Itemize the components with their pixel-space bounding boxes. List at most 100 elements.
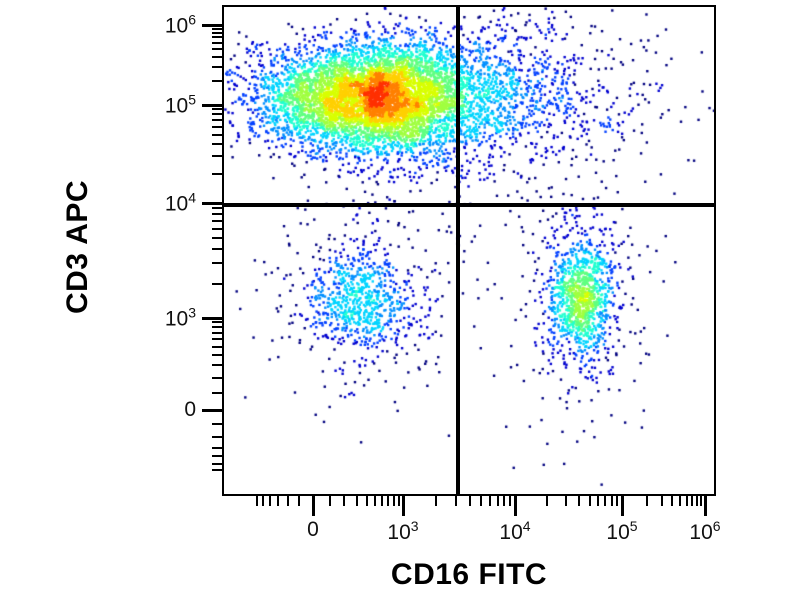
y-axis-minor-tick [212, 248, 222, 251]
y-axis-minor-tick [212, 391, 222, 394]
x-axis-minor-tick [503, 496, 506, 506]
x-axis-minor-tick [469, 496, 472, 506]
y-axis-minor-tick [212, 436, 222, 439]
y-axis-minor-tick [212, 207, 222, 210]
x-axis-tick-labels: 0 103 104 105 106 [222, 518, 720, 548]
x-axis-minor-tick [695, 496, 698, 506]
y-axis-minor-tick [212, 113, 222, 116]
y-axis-minor-tick [212, 409, 222, 411]
x-axis-minor-tick [480, 496, 483, 506]
x-axis-minor-tick [604, 496, 607, 506]
x-axis-minor-tick [588, 496, 591, 506]
x-axis-minor-tick [565, 496, 568, 506]
y-axis-minor-tick [212, 119, 222, 122]
x-axis-minor-tick [256, 496, 258, 506]
y-axis-minor-tick [212, 143, 222, 145]
x-axis-minor-tick [328, 496, 331, 506]
y-axis-minor-tick [212, 376, 222, 379]
y-axis-major-tick [202, 104, 222, 107]
y-axis-minor-tick [212, 155, 222, 158]
y-axis-minor-tick [212, 31, 222, 34]
x-axis-minor-tick [365, 496, 368, 506]
y-axis-minor-tick [212, 41, 222, 44]
y-axis-minor-tick [212, 282, 222, 285]
x-axis-minor-tick [578, 496, 581, 506]
y-axis-minor-tick [212, 462, 222, 465]
y-axis-minor-tick [212, 345, 222, 348]
x-axis-minor-tick [355, 496, 358, 506]
y-axis-title: CD3 APC [61, 179, 94, 315]
x-axis-minor-tick [597, 496, 600, 506]
y-axis-minor-tick [212, 79, 222, 82]
x-axis-minor-tick [546, 496, 549, 506]
x-axis-minor-tick [691, 496, 694, 506]
y-axis-minor-tick [212, 455, 222, 458]
x-axis-tick-label: 106 [689, 518, 721, 544]
y-axis-minor-tick [212, 213, 222, 216]
x-axis-minor-tick [261, 496, 264, 506]
y-axis-minor-tick [212, 446, 222, 449]
y-axis-minor-tick [212, 338, 222, 341]
x-axis-minor-tick [700, 496, 703, 506]
x-axis-minor-tick [679, 496, 681, 506]
x-axis-minor-tick [312, 496, 314, 506]
x-axis-minor-tick [496, 496, 499, 506]
x-axis-minor-tick [616, 496, 619, 506]
quadrant-gate-vertical-line[interactable] [456, 7, 461, 494]
x-axis-tick-label: 105 [606, 518, 638, 544]
y-axis-minor-tick [212, 55, 222, 58]
x-axis-major-tick [704, 496, 707, 516]
x-axis-tick-label: 104 [499, 518, 531, 544]
y-axis-tick-label: 0 [184, 398, 196, 421]
quadrant-gate-horizontal-line[interactable] [224, 203, 714, 207]
x-axis-minor-tick [343, 496, 346, 506]
y-axis-minor-tick [212, 125, 222, 128]
x-axis-title: CD16 FITC [390, 558, 548, 591]
x-axis-tick-label: 0 [307, 518, 319, 541]
y-axis-minor-tick [212, 219, 222, 222]
x-axis-minor-tick [374, 496, 377, 506]
y-axis-minor-tick [212, 36, 222, 39]
x-axis-minor-tick [286, 496, 289, 506]
y-axis-minor-tick [212, 364, 222, 367]
x-axis-minor-tick [645, 496, 648, 506]
y-axis-tick-label: 103 [164, 304, 196, 331]
plot-area[interactable] [222, 5, 716, 496]
y-axis-minor-tick [212, 133, 222, 136]
y-axis-major-tick [202, 317, 222, 320]
y-axis-tick-marks [200, 5, 222, 496]
x-axis-minor-tick [268, 496, 271, 506]
x-axis-minor-tick [610, 496, 613, 506]
x-axis-minor-tick [276, 496, 279, 506]
y-axis-minor-tick [212, 326, 222, 329]
x-axis-major-tick [514, 496, 517, 516]
x-axis-minor-tick [660, 496, 663, 506]
y-axis-minor-tick [212, 27, 222, 30]
x-axis-minor-tick [455, 496, 458, 506]
y-axis-tick-label: 105 [164, 91, 196, 118]
x-axis-minor-tick [298, 496, 301, 506]
x-axis-major-tick [402, 496, 405, 516]
x-axis-tick-label: 103 [387, 518, 419, 544]
x-axis-minor-tick [670, 496, 673, 506]
x-axis-major-tick [621, 496, 624, 516]
y-axis-minor-tick [212, 172, 222, 175]
x-axis-minor-tick [387, 496, 390, 506]
y-axis-tick-label: 104 [164, 189, 196, 216]
x-axis-minor-tick [489, 496, 491, 506]
y-axis-major-tick [202, 202, 222, 205]
x-axis-tick-marks [222, 496, 716, 518]
y-axis-minor-tick [212, 236, 222, 239]
y-axis-minor-tick [212, 262, 222, 265]
y-axis-minor-tick [212, 331, 222, 334]
x-axis-minor-tick [392, 496, 395, 506]
scatter-plot-canvas[interactable] [224, 7, 714, 494]
x-axis-minor-tick [381, 496, 384, 506]
y-axis-minor-tick [212, 423, 222, 426]
y-axis-major-tick [202, 24, 222, 27]
x-axis-minor-tick [685, 496, 688, 506]
y-axis-tick-label: 106 [164, 11, 196, 38]
x-axis-minor-tick [508, 496, 511, 506]
y-axis-minor-tick [212, 321, 222, 324]
